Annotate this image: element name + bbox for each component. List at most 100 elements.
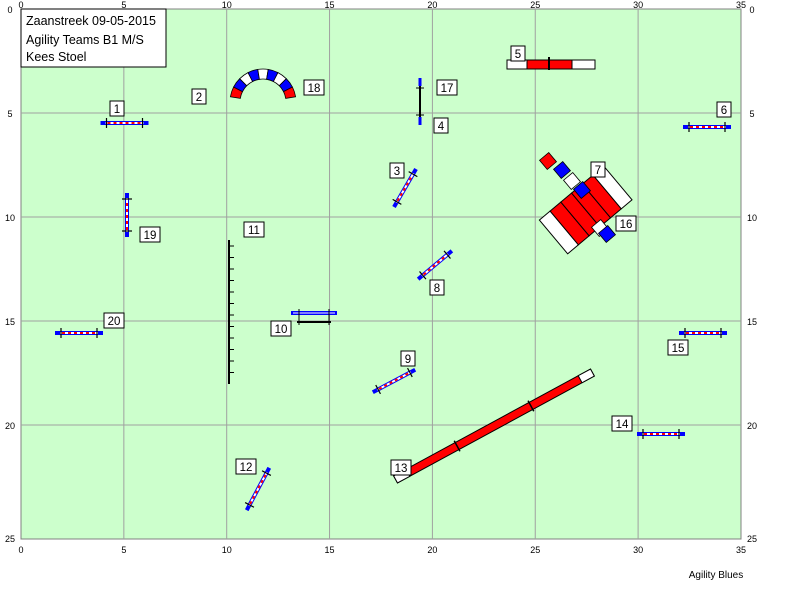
svg-text:2: 2 [196, 92, 202, 104]
header-line-2: Agility Teams B1 M/S [26, 33, 144, 47]
jump-15 [679, 328, 727, 338]
obstacle-label-14: 14 [611, 415, 633, 432]
svg-text:6: 6 [721, 105, 727, 117]
obstacle-label-7: 7 [590, 161, 606, 178]
x-tick-top: 35 [736, 0, 746, 10]
x-tick-top: 30 [633, 0, 643, 10]
tunnel-segment [572, 180, 592, 200]
obstacle-label-19: 19 [139, 226, 161, 243]
jump-8 [416, 249, 454, 281]
y-tick-right: 10 [747, 213, 757, 223]
x-tick-bottom: 5 [121, 545, 126, 555]
seesaw-5 [506, 57, 596, 70]
x-tick-bottom: 30 [633, 545, 643, 555]
jump-20 [55, 328, 103, 338]
svg-text:8: 8 [434, 283, 440, 295]
svg-text:4: 4 [438, 121, 445, 133]
obstacle-label-2: 2 [191, 88, 207, 105]
y-tick-right: 15 [747, 317, 757, 327]
obstacle-label-15: 15 [667, 339, 689, 356]
svg-text:19: 19 [144, 230, 157, 242]
y-tick-right: 0 [749, 5, 754, 15]
header-line-1: Zaanstreek 09-05-2015 [26, 14, 156, 28]
y-tick-left: 5 [7, 109, 12, 119]
svg-text:1: 1 [114, 104, 120, 116]
svg-text:20: 20 [108, 316, 121, 328]
field [20, 8, 742, 540]
svg-text:15: 15 [672, 343, 685, 355]
svg-text:18: 18 [308, 83, 321, 95]
header-line-3: Kees Stoel [26, 50, 86, 64]
svg-text:9: 9 [405, 354, 411, 366]
jumps [55, 118, 731, 512]
header-box [20, 8, 167, 68]
tire-4-17 [416, 78, 424, 125]
svg-text:17: 17 [441, 83, 454, 95]
long-jump-10 [291, 309, 337, 325]
obstacle-label-3: 3 [389, 162, 405, 179]
tunnel-7-16 [538, 151, 633, 255]
obstacle-label-12: 12 [235, 458, 257, 475]
x-tick-bottom: 10 [222, 545, 232, 555]
x-tick-bottom: 35 [736, 545, 746, 555]
x-tick-bottom: 15 [325, 545, 335, 555]
svg-text:14: 14 [616, 419, 629, 431]
jump-12 [244, 466, 272, 512]
svg-text:13: 13 [395, 463, 408, 475]
obstacle-label-18: 18 [303, 79, 325, 96]
svg-text:12: 12 [240, 462, 253, 474]
jump-14 [637, 429, 685, 439]
obstacle-label-6: 6 [716, 101, 732, 118]
jump-6 [683, 122, 731, 132]
tunnel-segment [282, 86, 297, 99]
obstacle-label-17: 17 [436, 79, 458, 96]
weave-poles-11 [228, 240, 234, 384]
y-tick-left: 0 [7, 5, 12, 15]
jump-19 [122, 193, 132, 237]
x-tick-top: 10 [222, 0, 232, 10]
obstacle-label-1: 1 [109, 100, 125, 117]
svg-text:11: 11 [248, 225, 260, 237]
svg-text:7: 7 [595, 165, 601, 177]
x-tick-bottom: 25 [530, 545, 540, 555]
svg-text:5: 5 [515, 49, 521, 61]
svg-text:16: 16 [620, 219, 633, 231]
y-tick-right: 20 [747, 421, 757, 431]
obstacle-label-5: 5 [510, 45, 526, 62]
x-tick-top: 20 [427, 0, 437, 10]
svg-text:10: 10 [275, 324, 288, 336]
jump-1 [100, 118, 149, 128]
x-tick-top: 0 [18, 0, 23, 10]
obstacle-label-13: 13 [390, 459, 412, 476]
credit-text: Agility Blues [689, 570, 743, 581]
obstacle-label-8: 8 [429, 279, 445, 296]
jump-3 [392, 167, 418, 209]
tunnel-segment [562, 171, 582, 191]
obstacle-label-16: 16 [615, 215, 637, 232]
tunnel-segment [597, 224, 617, 244]
svg-text:3: 3 [394, 166, 400, 178]
course-header: Zaanstreek 09-05-2015 Agility Teams B1 M… [20, 8, 167, 68]
obstacle-label-10: 10 [270, 320, 292, 337]
y-tick-right: 25 [747, 534, 757, 544]
tunnel-segment [538, 151, 558, 171]
x-tick-top: 15 [325, 0, 335, 10]
x-tick-top: 25 [530, 0, 540, 10]
x-tick-bottom: 0 [18, 545, 23, 555]
obstacle-label-4: 4 [433, 117, 449, 134]
y-tick-left: 20 [5, 421, 15, 431]
obstacle-label-9: 9 [400, 350, 416, 367]
obstacle-label-11: 11 [243, 221, 265, 238]
x-tick-top: 5 [121, 0, 126, 10]
y-tick-right: 5 [749, 109, 754, 119]
jump-9 [371, 367, 417, 395]
y-tick-left: 25 [5, 534, 15, 544]
x-tick-bottom: 20 [427, 545, 437, 555]
obstacle-label-20: 20 [103, 312, 125, 329]
y-tick-left: 15 [5, 317, 15, 327]
y-tick-left: 10 [5, 213, 15, 223]
